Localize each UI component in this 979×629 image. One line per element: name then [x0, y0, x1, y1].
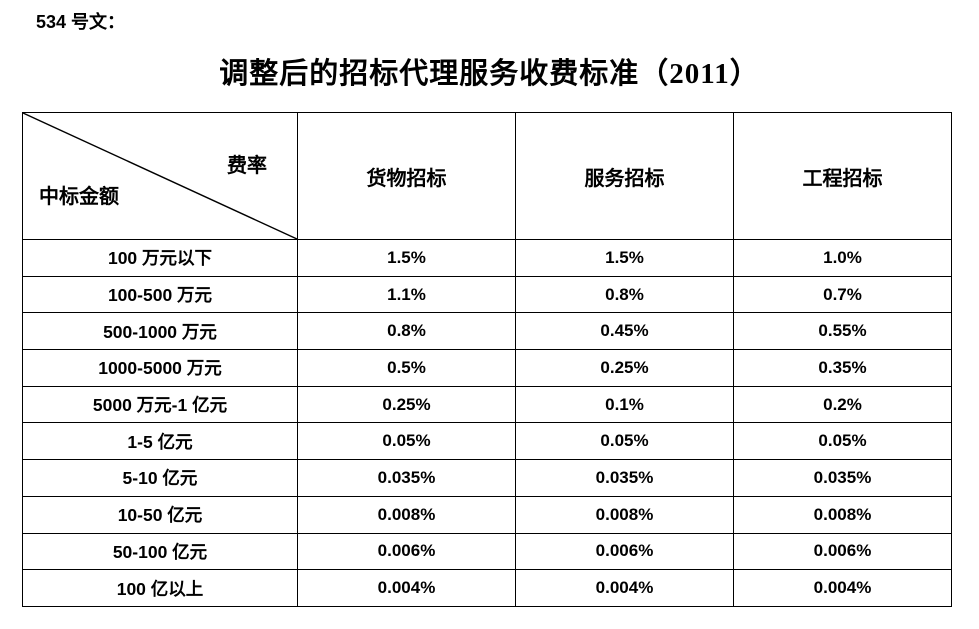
- row-label: 50-100 亿元: [22, 532, 298, 571]
- rate-cell: 0.006%: [733, 532, 952, 571]
- diagonal-header-cell: 费率 中标金额: [22, 112, 298, 240]
- rate-cell: 1.0%: [733, 239, 952, 277]
- rate-cell: 0.2%: [733, 385, 952, 424]
- table-row: 500-1000 万元 0.8% 0.45% 0.55%: [22, 312, 952, 351]
- rate-cell: 1.5%: [297, 239, 516, 277]
- rate-cell: 0.035%: [515, 459, 734, 497]
- table-row: 5000 万元-1 亿元 0.25% 0.1% 0.2%: [22, 385, 952, 424]
- row-label: 5-10 亿元: [22, 459, 298, 497]
- rate-cell: 0.8%: [515, 275, 734, 314]
- column-header-engineering-bidding: 工程招标: [733, 112, 952, 240]
- rate-cell: 0.05%: [733, 422, 952, 461]
- rate-cell: 0.05%: [297, 422, 516, 461]
- column-header-goods-bidding: 货物招标: [297, 112, 516, 240]
- rate-cell: 0.006%: [297, 532, 516, 571]
- table-row: 5-10 亿元 0.035% 0.035% 0.035%: [22, 459, 952, 497]
- rate-cell: 0.7%: [733, 275, 952, 314]
- rate-cell: 0.008%: [733, 495, 952, 534]
- rate-cell: 0.035%: [297, 459, 516, 497]
- rate-cell: 0.35%: [733, 349, 952, 387]
- rate-cell: 1.1%: [297, 275, 516, 314]
- rate-cell: 0.004%: [733, 569, 952, 607]
- rate-cell: 0.035%: [733, 459, 952, 497]
- rate-cell: 0.5%: [297, 349, 516, 387]
- row-label: 10-50 亿元: [22, 495, 298, 534]
- row-label: 5000 万元-1 亿元: [22, 385, 298, 424]
- rate-cell: 1.5%: [515, 239, 734, 277]
- row-label: 100 万元以下: [22, 239, 298, 277]
- rate-cell: 0.008%: [297, 495, 516, 534]
- corner-label-rate: 费率: [227, 155, 267, 177]
- rate-cell: 0.55%: [733, 312, 952, 351]
- corner-label-bid-amount: 中标金额: [39, 186, 119, 208]
- page-title: 调整后的招标代理服务收费标准（2011）: [219, 58, 760, 90]
- table-row: 100 亿以上 0.004% 0.004% 0.004%: [22, 569, 952, 607]
- rate-cell: 0.008%: [515, 495, 734, 534]
- table-row: 100 万元以下 1.5% 1.5% 1.0%: [22, 239, 952, 277]
- rate-cell: 0.25%: [515, 349, 734, 387]
- rate-cell: 0.05%: [515, 422, 734, 461]
- row-label: 100 亿以上: [22, 569, 298, 607]
- rate-cell: 0.004%: [297, 569, 516, 607]
- diagonal-divider-line: [23, 113, 297, 239]
- table-row: 10-50 亿元 0.008% 0.008% 0.008%: [22, 495, 952, 534]
- table-row: 50-100 亿元 0.006% 0.006% 0.006%: [22, 532, 952, 571]
- table-row: 1-5 亿元 0.05% 0.05% 0.05%: [22, 422, 952, 461]
- row-label: 1000-5000 万元: [22, 349, 298, 387]
- row-label: 100-500 万元: [22, 275, 298, 314]
- rate-cell: 0.25%: [297, 385, 516, 424]
- fee-rate-table: 费率 中标金额 货物招标 服务招标 工程招标 100 万元以下 1.5% 1.5…: [22, 112, 952, 607]
- table-row: 1000-5000 万元 0.5% 0.25% 0.35%: [22, 349, 952, 387]
- row-label: 1-5 亿元: [22, 422, 298, 461]
- rate-cell: 0.45%: [515, 312, 734, 351]
- rate-cell: 0.1%: [515, 385, 734, 424]
- table-header-row: 费率 中标金额 货物招标 服务招标 工程招标: [22, 112, 952, 240]
- column-header-service-bidding: 服务招标: [515, 112, 734, 240]
- doc-number-label: 534 号文：: [36, 12, 126, 32]
- row-label: 500-1000 万元: [22, 312, 298, 351]
- table-row: 100-500 万元 1.1% 0.8% 0.7%: [22, 275, 952, 314]
- rate-cell: 0.006%: [515, 532, 734, 571]
- rate-cell: 0.8%: [297, 312, 516, 351]
- rate-cell: 0.004%: [515, 569, 734, 607]
